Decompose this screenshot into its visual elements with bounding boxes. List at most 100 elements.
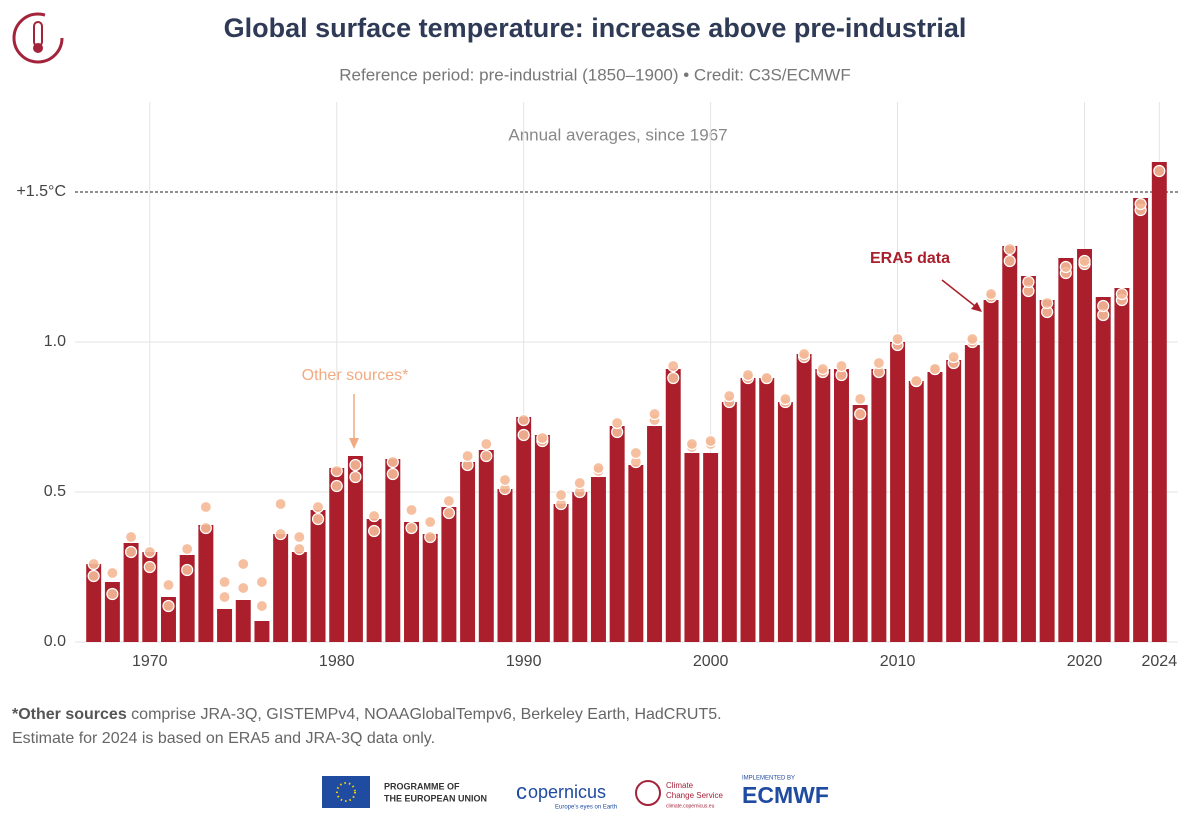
dot <box>704 434 717 448</box>
bar <box>628 465 644 642</box>
dot <box>218 590 231 604</box>
dot <box>573 476 586 490</box>
dot <box>106 566 119 580</box>
bar <box>1151 162 1167 642</box>
bar <box>852 405 868 642</box>
dot <box>386 455 399 469</box>
dot <box>498 473 512 487</box>
logo-text: THE EUROPEAN UNION <box>384 793 487 803</box>
bar <box>590 477 606 642</box>
dot <box>779 392 792 406</box>
x-tick-label: 2020 <box>1067 653 1103 670</box>
bar <box>1077 249 1093 642</box>
annotation: Annual averages, since 1967 <box>508 125 727 144</box>
bar <box>815 369 831 642</box>
bar <box>441 507 457 642</box>
dot <box>124 545 138 559</box>
dot <box>667 359 680 373</box>
dot <box>143 545 156 559</box>
dot <box>1003 254 1016 268</box>
eu-flag <box>322 776 370 808</box>
bar <box>86 564 102 642</box>
dot <box>517 413 530 427</box>
footnote-text: comprise JRA-3Q, GISTEMPv4, NOAAGlobalTe… <box>127 706 722 723</box>
dot <box>405 521 418 535</box>
dot <box>330 479 343 493</box>
logo-icon <box>12 12 64 64</box>
bar <box>460 462 476 642</box>
dot <box>947 350 960 364</box>
bar <box>684 453 700 642</box>
logo-text: PROGRAMME OF <box>384 781 460 791</box>
dot <box>872 356 885 370</box>
dot <box>1134 197 1147 211</box>
dot <box>685 437 699 451</box>
dot <box>741 368 755 382</box>
dot <box>442 494 455 508</box>
dot <box>891 332 904 346</box>
dot <box>87 557 100 571</box>
logo-text: c <box>516 779 527 804</box>
bar <box>1039 300 1055 642</box>
bar <box>235 600 251 642</box>
dot <box>629 446 642 460</box>
dot <box>311 500 325 514</box>
dot <box>517 428 530 442</box>
bar <box>422 534 438 642</box>
bar <box>871 369 887 642</box>
arrow <box>941 279 981 311</box>
bar <box>534 435 550 642</box>
dot <box>424 515 437 529</box>
bar <box>366 519 382 642</box>
dot <box>1022 275 1035 289</box>
bar <box>983 300 999 642</box>
arrow-head <box>971 302 982 312</box>
bar <box>217 609 233 642</box>
x-tick-label: 2010 <box>880 653 916 670</box>
dot <box>854 392 867 406</box>
series-label: ERA5 data <box>870 250 950 267</box>
bar <box>273 534 289 642</box>
dot <box>405 503 418 517</box>
chart-subtitle: Reference period: pre-industrial (1850–1… <box>339 65 850 84</box>
dot <box>910 374 923 388</box>
dot <box>386 467 399 481</box>
footnote-bold: *Other sources <box>12 706 127 723</box>
dot <box>723 389 736 403</box>
bar <box>347 456 363 642</box>
y-tick-label: +1.5°C <box>16 183 66 200</box>
bar <box>1058 258 1074 642</box>
c3s-icon <box>635 780 661 806</box>
dot <box>218 575 231 589</box>
dot <box>1059 260 1072 274</box>
logos: PROGRAMME OF THE EUROPEAN UNION c operni… <box>322 776 829 811</box>
dot <box>424 530 437 544</box>
dot <box>1078 254 1091 268</box>
chart-title: Global surface temperature: increase abo… <box>224 13 967 43</box>
dot <box>798 347 811 361</box>
dot <box>349 470 362 484</box>
dot <box>181 542 194 556</box>
logo-text: climate.copernicus.eu <box>666 803 715 809</box>
bar <box>946 360 962 642</box>
dot <box>255 599 269 613</box>
dot <box>461 449 474 463</box>
dot <box>1115 287 1129 301</box>
bar <box>796 354 812 642</box>
dot <box>760 371 773 385</box>
dot <box>368 509 381 523</box>
dot <box>816 362 829 376</box>
dot <box>611 416 624 430</box>
bar <box>254 621 270 642</box>
dot <box>162 599 175 613</box>
x-tick-label: 1990 <box>506 653 542 670</box>
dot <box>928 362 942 376</box>
dot <box>106 587 119 601</box>
logo-text: Climate <box>666 781 694 790</box>
dot <box>199 500 212 514</box>
marks <box>86 162 1167 642</box>
bar <box>310 510 326 642</box>
dot <box>536 431 549 445</box>
logo-text: Change Service <box>666 791 723 800</box>
